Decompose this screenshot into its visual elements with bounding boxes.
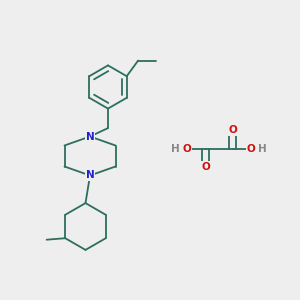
Text: O: O xyxy=(228,125,237,135)
Text: O: O xyxy=(182,143,191,154)
Text: O: O xyxy=(201,162,210,172)
Text: N: N xyxy=(85,131,94,142)
Text: O: O xyxy=(247,143,256,154)
Text: N: N xyxy=(85,170,94,181)
Text: H: H xyxy=(258,143,267,154)
Text: H: H xyxy=(171,143,180,154)
